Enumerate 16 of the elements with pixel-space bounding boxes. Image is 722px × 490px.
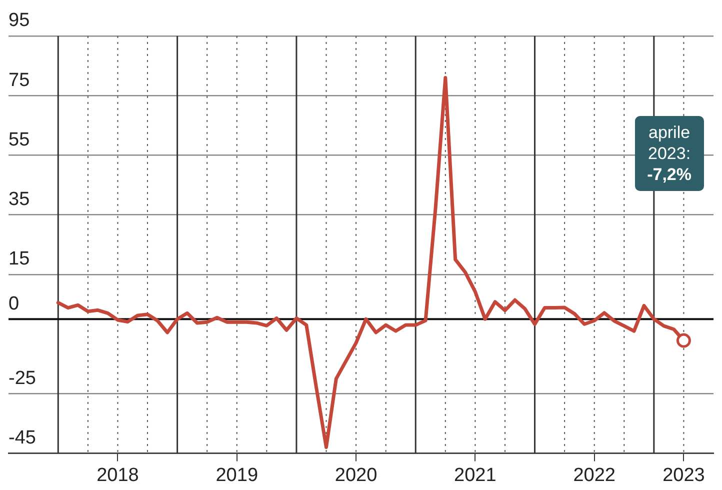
x-tick-label: 2020 bbox=[334, 464, 378, 486]
x-tick-label: 2023 bbox=[662, 464, 705, 486]
x-tick-label: 2019 bbox=[216, 464, 258, 486]
y-tick-label: 75 bbox=[8, 70, 30, 91]
y-tick-label: 95 bbox=[8, 10, 30, 32]
x-tick-label: 2018 bbox=[96, 464, 139, 486]
annotation: aprile 2023: -7,2% bbox=[647, 122, 692, 185]
callout-box: aprile 2023: -7,2% bbox=[635, 116, 704, 191]
y-tick-label: 0 bbox=[8, 293, 20, 314]
y-tick-label: -25 bbox=[8, 368, 36, 389]
y-tick-label: -45 bbox=[8, 427, 36, 448]
y-tick-label: 15 bbox=[8, 248, 30, 270]
x-tick-label: 2021 bbox=[454, 464, 496, 486]
y-tick-label: 55 bbox=[8, 129, 30, 150]
x-tick-label: 2022 bbox=[573, 464, 616, 486]
y-tick-label: 35 bbox=[8, 189, 30, 210]
